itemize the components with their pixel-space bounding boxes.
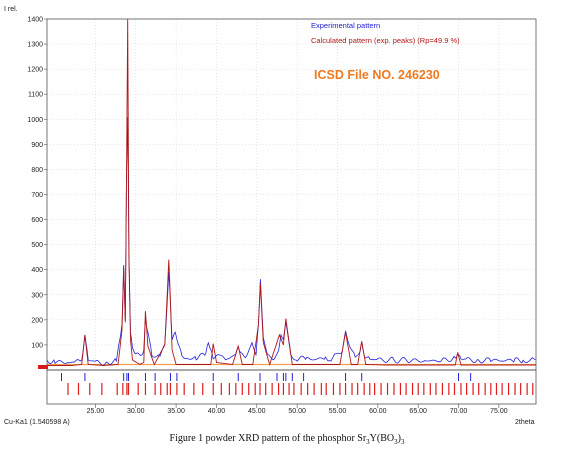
- figure-caption: Figure 1 powder XRD pattern of the phosp…: [169, 433, 405, 446]
- x-tick-label: 30.00: [127, 408, 145, 415]
- y-tick-label: 600: [31, 217, 43, 224]
- legend-calculated: Calculated pattern (exp. peaks) (Rp=49.9…: [311, 36, 460, 45]
- y-tick-label: 300: [31, 292, 43, 299]
- series-experimental-line: [46, 116, 537, 366]
- radiation-label: Cu-Ka1 (1.540598 A): [4, 419, 70, 426]
- y-tick-label: 100: [31, 342, 43, 349]
- y-tick-label: 900: [31, 142, 43, 149]
- reference-frame: [46, 369, 537, 405]
- y-tick-label: 1100: [28, 92, 43, 99]
- y-axis-label: I rel.: [4, 6, 18, 13]
- plot-frame: [46, 18, 537, 371]
- x-tick-label: 25.00: [87, 408, 105, 415]
- legend-experimental: Experimental pattern: [311, 21, 380, 30]
- x-tick-label: 55.00: [329, 408, 347, 415]
- series-lines: [46, 18, 537, 367]
- x-axis-label: 2theta: [515, 419, 535, 426]
- x-tick-labels: 25.00 30.00 35.00 40.00 45.00 50.00 55.00 60.00…: [87, 408, 508, 415]
- y-tick-label: 400: [31, 267, 43, 274]
- y-tick-label: 1300: [27, 42, 43, 49]
- icsd-annotation: ICSD File NO. 246230: [314, 68, 440, 82]
- y-tick-label: 800: [31, 167, 43, 174]
- x-tick-label: 50.00: [288, 408, 306, 415]
- x-tick-label: 75.00: [490, 408, 508, 415]
- y-tick-label: 1400: [27, 17, 43, 24]
- x-tick-label: 60.00: [369, 408, 387, 415]
- x-tick-label: 45.00: [248, 408, 266, 415]
- axis-origin-marker: [38, 365, 48, 369]
- y-tick-label: 1200: [27, 67, 43, 74]
- reference-markers: [61, 373, 534, 395]
- x-tick-label: 40.00: [208, 408, 226, 415]
- y-tick-label: 1000: [27, 117, 43, 124]
- series-calculated-line: [47, 18, 536, 367]
- y-tick-labels: 100 200 300 400 500 600 700 800 900 1000 1100 1200 1…: [27, 17, 43, 350]
- y-tick-label: 700: [31, 192, 43, 199]
- y-tick-label: 200: [31, 317, 43, 324]
- x-tick-label: 35.00: [167, 408, 185, 415]
- y-tick-label: 500: [31, 242, 43, 249]
- x-tick-label: 65.00: [409, 408, 427, 415]
- x-tick-label: 70.00: [450, 408, 468, 415]
